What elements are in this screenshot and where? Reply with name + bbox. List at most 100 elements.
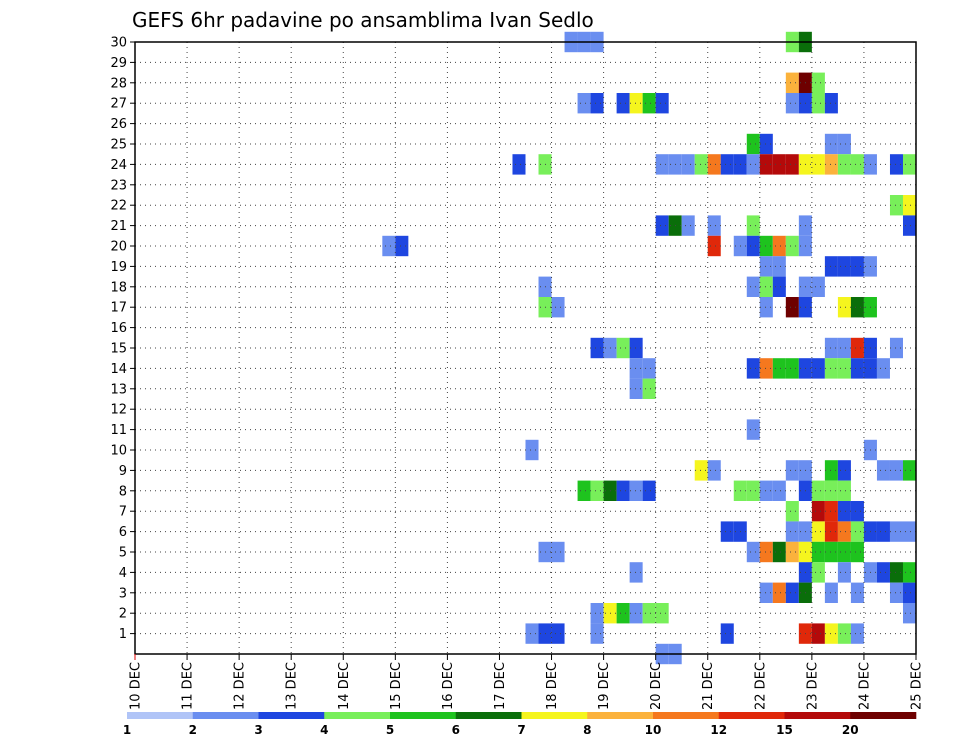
heatmap-cell xyxy=(746,215,760,236)
grid-lines xyxy=(135,41,916,654)
heatmap-cells xyxy=(382,31,916,665)
heatmap-cell xyxy=(785,541,799,563)
heatmap-cell xyxy=(772,276,786,297)
heatmap-cell xyxy=(824,501,838,522)
legend-label: 10 xyxy=(645,723,662,737)
heatmap-cell xyxy=(811,72,825,93)
heatmap-cell xyxy=(850,521,864,542)
y-tick-label: 26 xyxy=(110,117,127,132)
heatmap-cell xyxy=(720,521,734,542)
legend-swatch xyxy=(127,712,194,719)
heatmap-cell xyxy=(785,521,799,542)
x-tick-label: 20 DEC xyxy=(649,662,664,710)
heatmap-cell xyxy=(785,297,799,318)
heatmap-cell xyxy=(902,154,916,175)
heatmap-cell xyxy=(642,378,656,399)
color-legend: 1 2 3 4 5 6 7 8 10 12 15 20 xyxy=(123,712,917,737)
heatmap-cell xyxy=(655,93,669,114)
legend-swatch xyxy=(784,712,851,719)
y-tick-label: 10 xyxy=(110,444,127,459)
legend-swatch xyxy=(521,712,588,719)
heatmap-cell xyxy=(577,93,591,114)
heatmap-cell xyxy=(785,460,799,481)
heatmap-cell xyxy=(629,378,643,399)
y-tick-label: 15 xyxy=(110,342,127,357)
heatmap-cell xyxy=(655,215,669,236)
heatmap-cell xyxy=(616,337,630,359)
heatmap-cell xyxy=(850,541,864,563)
legend-label: 1 xyxy=(123,723,131,737)
y-tick-label: 25 xyxy=(110,138,127,153)
heatmap-cell xyxy=(837,133,851,155)
heatmap-cell xyxy=(811,154,825,175)
heatmap-cell xyxy=(746,276,760,297)
heatmap-cell xyxy=(746,133,760,155)
heatmap-cell xyxy=(382,235,396,257)
heatmap-cell xyxy=(850,582,864,603)
heatmap-cell xyxy=(707,460,721,481)
heatmap-cell xyxy=(902,521,916,542)
y-tick-label: 30 xyxy=(110,36,127,51)
heatmap-cell xyxy=(772,480,786,501)
heatmap-cell xyxy=(759,256,773,277)
heatmap-cell xyxy=(811,480,825,501)
heatmap-cell xyxy=(889,460,903,481)
heatmap-cell xyxy=(837,562,851,583)
heatmap-cell xyxy=(759,582,773,603)
legend-swatch xyxy=(718,712,785,719)
x-tick-label: 18 DEC xyxy=(545,662,560,710)
x-tick-label: 23 DEC xyxy=(805,662,820,710)
legend-swatch xyxy=(850,712,917,719)
heatmap-cell xyxy=(655,603,669,624)
heatmap-cell xyxy=(616,480,630,501)
heatmap-cell xyxy=(811,501,825,522)
y-tick-label: 17 xyxy=(110,301,127,316)
heatmap-cell xyxy=(590,603,604,624)
heatmap-cell xyxy=(681,154,695,175)
y-tick-label: 28 xyxy=(110,76,127,91)
heatmap-cell xyxy=(837,297,851,318)
heatmap-cell xyxy=(889,195,903,216)
legend-label: 3 xyxy=(254,723,262,737)
heatmap-cell xyxy=(629,358,643,379)
y-tick-label: 27 xyxy=(110,97,127,112)
heatmap-cell xyxy=(876,358,890,379)
x-tick-label: 14 DEC xyxy=(337,662,352,710)
heatmap-cell xyxy=(746,235,760,257)
y-tick-label: 3 xyxy=(119,586,127,601)
heatmap-cell xyxy=(785,582,799,603)
heatmap-cell xyxy=(837,256,851,277)
heatmap-cell xyxy=(694,460,708,481)
legend-label: 7 xyxy=(517,723,525,737)
x-tick-label: 24 DEC xyxy=(857,662,872,710)
legend-swatch xyxy=(653,712,720,719)
heatmap-cell xyxy=(824,623,838,644)
heatmap-cell xyxy=(707,154,721,175)
heatmap-cell xyxy=(902,215,916,236)
heatmap-cell xyxy=(551,623,565,644)
heatmap-cell xyxy=(759,276,773,297)
y-tick-label: 7 xyxy=(119,505,127,520)
heatmap-cell xyxy=(785,72,799,93)
heatmap-cell xyxy=(707,215,721,236)
y-tick-label: 29 xyxy=(110,56,127,71)
y-tick-label: 18 xyxy=(110,280,127,295)
heatmap-cell xyxy=(642,603,656,624)
heatmap-cell xyxy=(577,480,591,501)
heatmap-cell xyxy=(902,582,916,603)
y-tick-label: 19 xyxy=(110,260,127,275)
legend-swatch xyxy=(192,712,259,719)
heatmap-cell xyxy=(902,562,916,583)
heatmap-cell xyxy=(824,521,838,542)
heatmap-cell xyxy=(746,480,760,501)
heatmap-cell xyxy=(772,358,786,379)
y-tick-label: 5 xyxy=(119,546,127,561)
heatmap-cell xyxy=(850,623,864,644)
y-tick-label: 8 xyxy=(119,484,127,499)
x-tick-label: 17 DEC xyxy=(493,662,508,710)
legend-label: 5 xyxy=(386,723,394,737)
legend-label: 4 xyxy=(320,723,328,737)
heatmap-cell xyxy=(551,541,565,563)
heatmap-cell xyxy=(655,154,669,175)
